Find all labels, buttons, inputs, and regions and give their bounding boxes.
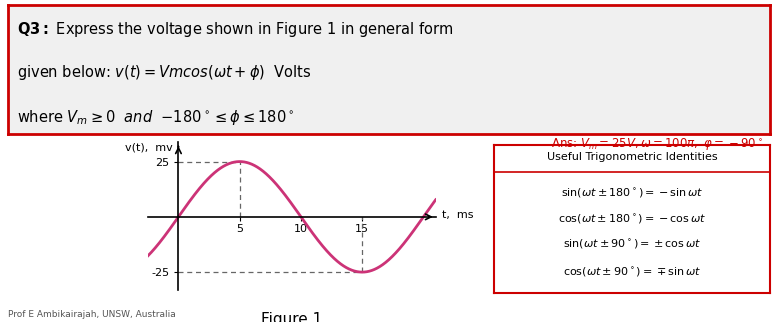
Text: $\cos(\omega t \pm 90^\circ) = \mp\sin\omega t$: $\cos(\omega t \pm 90^\circ) = \mp\sin\o… — [563, 266, 701, 279]
Text: $\cos(\omega t \pm 180^\circ) = -\cos\omega t$: $\cos(\omega t \pm 180^\circ) = -\cos\om… — [558, 213, 706, 225]
Text: v(t),  mv: v(t), mv — [124, 143, 172, 153]
Text: Prof E Ambikairajah, UNSW, Australia: Prof E Ambikairajah, UNSW, Australia — [8, 310, 176, 319]
Text: Useful Trigonometric Identities: Useful Trigonometric Identities — [547, 152, 717, 162]
Text: $\sin(\omega t \pm 180^\circ) = -\sin\omega t$: $\sin(\omega t \pm 180^\circ) = -\sin\om… — [561, 187, 703, 200]
Text: $\bf{Q3:}$ Express the voltage shown in Figure 1 in general form: $\bf{Q3:}$ Express the voltage shown in … — [17, 20, 454, 39]
Text: t,  ms: t, ms — [442, 210, 473, 220]
Text: Ans: $V_m = 25V, \omega = 100\pi,\ \varphi = -90^\circ$: Ans: $V_m = 25V, \omega = 100\pi,\ \varp… — [551, 137, 762, 153]
Text: where $V_m \geq 0$  $and$  $-180^\circ \leq \phi \leq 180^\circ$: where $V_m \geq 0$ $and$ $-180^\circ \le… — [17, 108, 294, 127]
Text: given below: $v(t) = Vmcos(\omega t + \phi)$  Volts: given below: $v(t) = Vmcos(\omega t + \p… — [17, 63, 311, 82]
Text: $\sin(\omega t \pm 90^\circ) = \pm\cos\omega t$: $\sin(\omega t \pm 90^\circ) = \pm\cos\o… — [563, 238, 701, 251]
Text: Figure 1: Figure 1 — [261, 312, 322, 322]
